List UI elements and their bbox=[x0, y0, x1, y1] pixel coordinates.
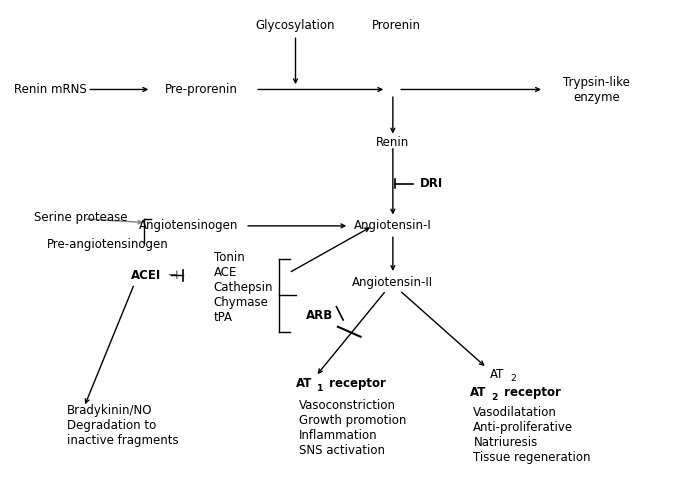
Text: Angiotensinogen: Angiotensinogen bbox=[138, 219, 238, 232]
Text: Trypsin-like
enzyme: Trypsin-like enzyme bbox=[563, 76, 630, 105]
Text: Renin: Renin bbox=[376, 136, 410, 149]
Text: Serine protease: Serine protease bbox=[34, 211, 127, 224]
Text: ARB: ARB bbox=[306, 309, 333, 322]
Text: Prorenin: Prorenin bbox=[372, 20, 421, 33]
Text: receptor: receptor bbox=[325, 377, 386, 390]
Text: 1: 1 bbox=[317, 384, 323, 393]
Text: AT: AT bbox=[470, 386, 486, 399]
Text: Renin mRNS: Renin mRNS bbox=[14, 83, 87, 96]
Text: AT: AT bbox=[490, 368, 505, 381]
Text: Glycosylation: Glycosylation bbox=[256, 20, 335, 33]
Text: Vasoconstriction
Growth promotion
Inflammation
SNS activation: Vasoconstriction Growth promotion Inflam… bbox=[299, 399, 406, 457]
Text: receptor: receptor bbox=[499, 386, 560, 399]
Text: 2: 2 bbox=[492, 393, 498, 402]
Text: Vasodilatation
Anti-proliferative
Natriuresis
Tissue regeneration: Vasodilatation Anti-proliferative Natriu… bbox=[473, 406, 591, 464]
Text: AT: AT bbox=[295, 377, 312, 390]
Text: Tonin
ACE
Cathepsin
Chymase
tPA: Tonin ACE Cathepsin Chymase tPA bbox=[214, 251, 273, 324]
Text: Pre-prorenin: Pre-prorenin bbox=[165, 83, 238, 96]
Text: 2: 2 bbox=[510, 374, 516, 383]
Text: ACEI: ACEI bbox=[131, 269, 161, 282]
Text: DRI: DRI bbox=[420, 177, 443, 190]
Text: ⊣: ⊣ bbox=[168, 269, 178, 282]
Text: Bradykinin/NO
Degradation to
inactive fragments: Bradykinin/NO Degradation to inactive fr… bbox=[67, 404, 179, 447]
Text: Angiotensin-I: Angiotensin-I bbox=[354, 219, 432, 232]
Text: Pre-angiotensinogen: Pre-angiotensinogen bbox=[47, 238, 169, 251]
Text: Angiotensin-II: Angiotensin-II bbox=[352, 276, 434, 289]
